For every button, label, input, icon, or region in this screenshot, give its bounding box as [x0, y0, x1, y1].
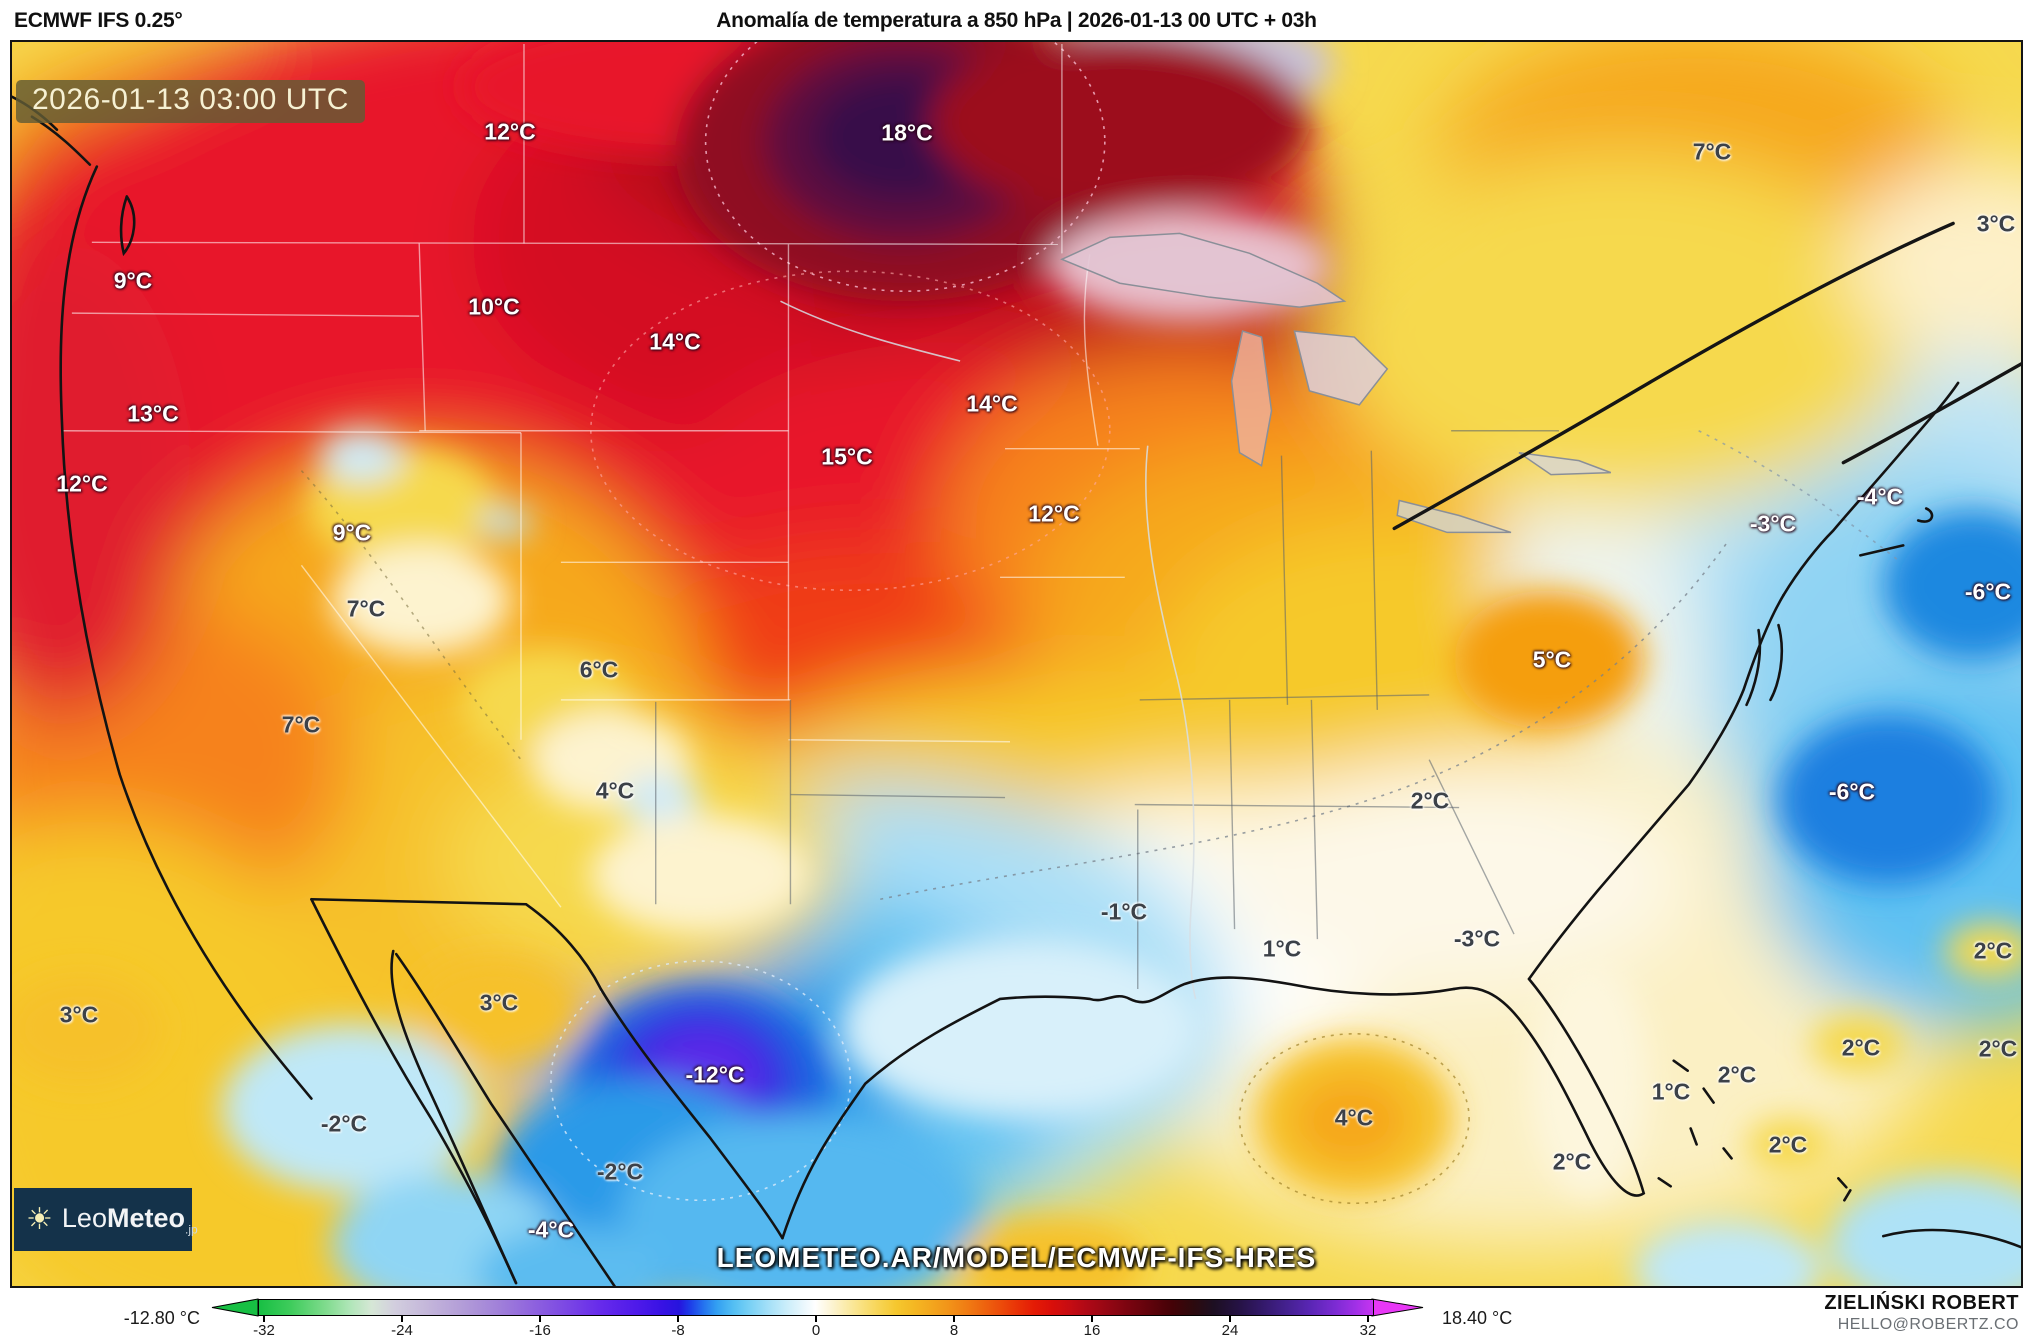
- leometeo-logo: ☀ LeoMeteo.jp: [14, 1188, 198, 1251]
- temperature-field: [12, 42, 2021, 1286]
- colorbar-tick-label: 24: [1221, 1322, 1239, 1339]
- colorbar-tick: [539, 1316, 541, 1322]
- page-title: Anomalía de temperatura a 850 hPa | 2026…: [716, 9, 1317, 32]
- colorbar-tick: [677, 1316, 679, 1322]
- colorbar-tick: [815, 1316, 817, 1322]
- colorbar-tick: [1229, 1316, 1231, 1322]
- colorbar-arrows: [211, 1298, 1424, 1317]
- st-lawrence-line: [1392, 221, 2021, 531]
- colorbar-tick: [263, 1316, 265, 1322]
- author-credit: ZIELIŃSKI ROBERT: [1824, 1292, 2019, 1314]
- watermark: LEOMETEO.AR/MODEL/ECMWF-IFS-HRES: [716, 1242, 1317, 1273]
- sun-icon: ☀: [26, 1202, 53, 1236]
- colorbar: [258, 1299, 1374, 1316]
- model-label: ECMWF IFS 0.25°: [14, 9, 183, 32]
- colorbar-tick: [1091, 1316, 1093, 1322]
- colorbar-left-arrow: [211, 1298, 259, 1317]
- timestamp-badge: 2026-01-13 03:00 UTC: [16, 80, 365, 123]
- header-bar: ECMWF IFS 0.25° Anomalía de temperatura …: [0, 0, 2033, 40]
- colorbar-right-arrow: [1371, 1298, 1424, 1317]
- colorbar-tick: [953, 1316, 955, 1322]
- colorbar-min-label: -12.80 °C: [123, 1308, 200, 1328]
- anomaly-map: 2026-01-13 03:00 UTC 12°C 18°C 7°C 3°C 9°C 10…: [10, 40, 2023, 1288]
- colorbar-tick-label: -16: [529, 1322, 551, 1339]
- contact-credit: HELLO@ROBERTZ.CO: [1837, 1316, 2019, 1333]
- colorbar-tick-label: -24: [391, 1322, 413, 1339]
- colorbar-tick-label: 32: [1359, 1322, 1377, 1339]
- state-borders-east: [655, 430, 1559, 989]
- colorbar-tick: [1367, 1316, 1369, 1322]
- colorbar-tick-label: -32: [253, 1322, 275, 1339]
- colorbar-tick-label: 16: [1083, 1322, 1101, 1339]
- logo-suffix: .jp: [184, 1222, 198, 1237]
- coastlines: [12, 95, 2021, 1286]
- colorbar-tick-label: 8: [949, 1322, 959, 1339]
- great-lakes: [1060, 232, 1612, 534]
- colorbar-max-label: 18.40 °C: [1442, 1308, 1513, 1328]
- colorbar-tick-label: -8: [671, 1322, 685, 1339]
- colorbar-tick-label: 0: [811, 1322, 821, 1339]
- colorbar-tick: [401, 1316, 403, 1322]
- river-lines: [780, 300, 1197, 1000]
- logo-brand: LeoMeteo.jp: [61, 1202, 198, 1237]
- state-borders: [61, 43, 1140, 908]
